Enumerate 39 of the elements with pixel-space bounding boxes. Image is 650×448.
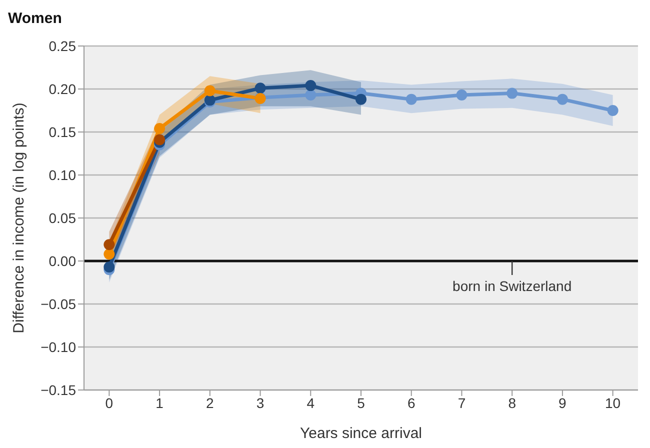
point — [104, 239, 115, 250]
point — [456, 90, 468, 101]
point — [556, 94, 568, 105]
y-tick-label: 0.00 — [48, 252, 76, 269]
x-tick-label: 4 — [306, 394, 315, 411]
point — [406, 94, 417, 105]
x-tick-label: 7 — [458, 394, 466, 411]
point — [154, 123, 166, 134]
y-tick-label: −0.15 — [40, 382, 76, 398]
x-tick-label: 2 — [206, 394, 214, 411]
x-tick-label: 1 — [156, 394, 164, 411]
point — [104, 248, 115, 260]
x-tick-label: 5 — [357, 394, 366, 411]
point — [305, 80, 316, 92]
y-tick-label: 0.15 — [48, 124, 76, 140]
y-axis-title: Difference in income (in log points) — [10, 102, 28, 334]
x-tick-label: 8 — [508, 394, 516, 411]
y-tick-label: −0.05 — [40, 296, 76, 312]
point — [506, 88, 518, 99]
x-tick-label: 3 — [256, 394, 264, 411]
y-tick-label: −0.10 — [40, 338, 76, 355]
x-tick-label: 10 — [605, 394, 621, 411]
point — [254, 82, 266, 94]
annotation: born in Switzerland — [452, 278, 572, 294]
x-tick-label: 9 — [558, 394, 567, 411]
point — [356, 94, 366, 105]
x-tick-label: 6 — [407, 394, 416, 411]
chart-title: Women — [8, 10, 62, 27]
point — [204, 85, 216, 96]
point — [154, 134, 166, 146]
y-tick-label: 0.20 — [48, 80, 76, 97]
point — [104, 262, 115, 273]
x-tick-label: 0 — [105, 394, 114, 411]
y-tick-label: 0.25 — [48, 38, 76, 54]
y-tick-label: 0.10 — [48, 166, 76, 183]
x-axis-title: Years since arrival — [300, 425, 422, 442]
point — [305, 90, 316, 101]
y-tick-label: 0.05 — [48, 210, 76, 226]
point — [607, 105, 618, 116]
